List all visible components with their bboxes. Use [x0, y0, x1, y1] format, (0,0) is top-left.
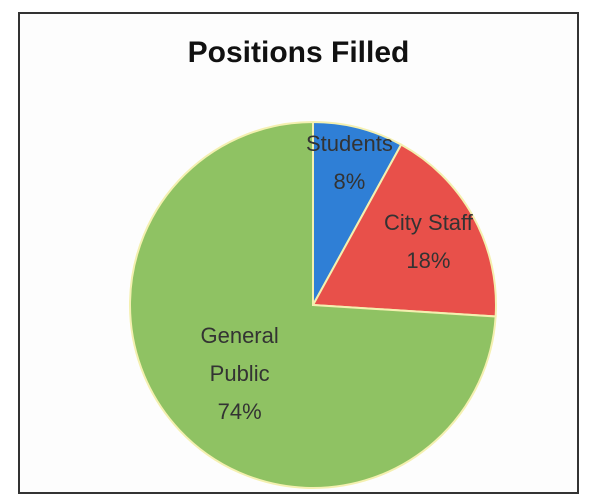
category-label: Students	[305, 131, 393, 157]
value-label: 74%	[217, 398, 262, 424]
value-label: 18%	[406, 247, 451, 273]
pie-slice	[311, 143, 497, 318]
pie-slice	[312, 120, 403, 306]
slice-label: City Staff 18%	[358, 204, 498, 280]
category-label: General Public	[200, 322, 279, 386]
slice-label: Students 8%	[294, 125, 404, 201]
chart-title: Positions Filled	[187, 36, 410, 69]
category-label: City Staff	[384, 209, 473, 235]
pie-slice	[129, 120, 497, 489]
slice-label: General Public 74%	[180, 317, 300, 431]
value-label: 8%	[333, 169, 366, 195]
